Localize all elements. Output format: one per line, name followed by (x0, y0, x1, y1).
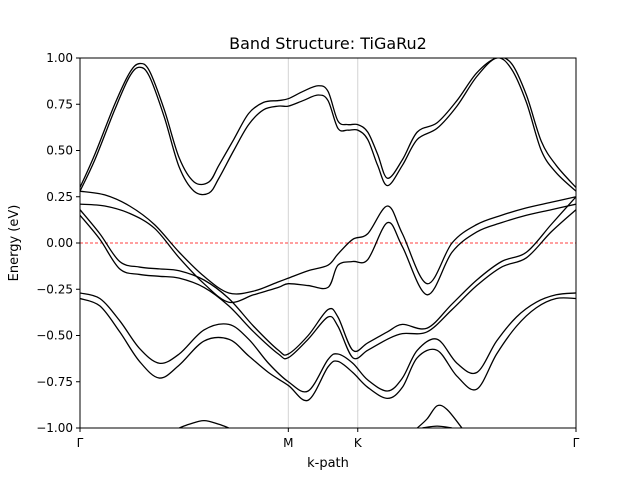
x-axis-label: k-path (307, 456, 349, 471)
chart-title: Band Structure: TiGaRu2 (229, 34, 427, 53)
x-tick-label: Γ (77, 436, 84, 450)
band-line-10 (422, 425, 453, 428)
band-line-6 (80, 292, 576, 393)
y-tick-label: 0.50 (46, 144, 73, 158)
y-tick-label: −1.00 (36, 421, 73, 435)
y-tick-label: 0.75 (46, 97, 73, 111)
y-tick-label: −0.50 (36, 329, 73, 343)
band-line-9 (416, 404, 463, 428)
y-tick-label: 1.00 (46, 51, 73, 65)
band-line-8 (178, 419, 230, 428)
y-tick-label: 0.00 (46, 236, 73, 250)
band-line-4 (80, 196, 576, 356)
band-line-2 (80, 190, 576, 295)
y-axis-ticks: −1.00 −0.75 −0.50 −0.25 0.00 0.25 0.50 0.75 1.00 (36, 51, 80, 435)
band-lines (80, 58, 576, 428)
x-tick-label: Γ (573, 436, 580, 450)
band-line-5 (80, 209, 576, 360)
band-line-0 (80, 58, 576, 188)
y-tick-label: 0.25 (46, 190, 73, 204)
y-tick-label: −0.75 (36, 375, 73, 389)
x-tick-label: K (354, 436, 363, 450)
y-tick-label: −0.25 (36, 282, 73, 296)
band-line-1 (80, 58, 576, 196)
y-axis-label: Energy (eV) (7, 205, 22, 282)
band-line-7 (80, 297, 576, 402)
band-line-3 (80, 203, 576, 304)
x-tick-label: M (283, 436, 293, 450)
